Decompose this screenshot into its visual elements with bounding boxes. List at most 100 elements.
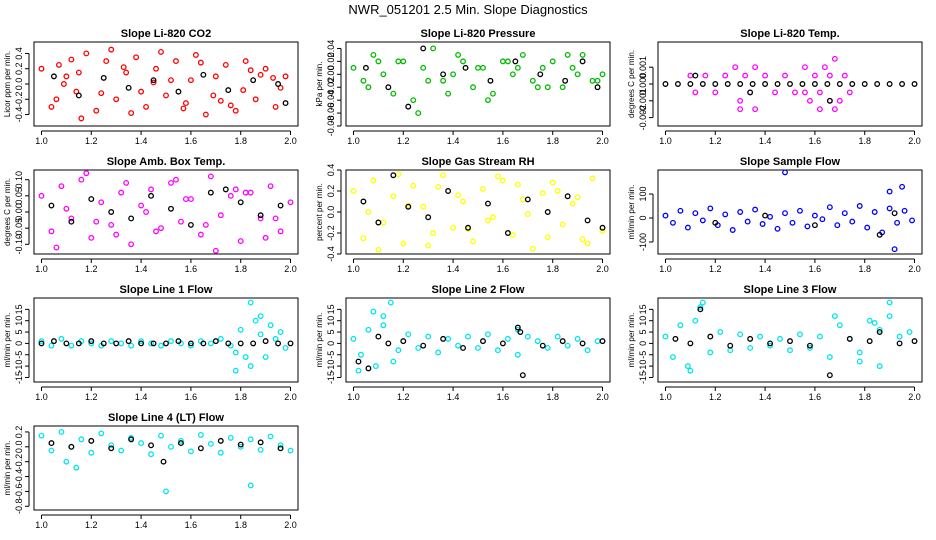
data-point [287, 199, 294, 206]
data-point [584, 347, 591, 354]
plot-frame [33, 41, 299, 127]
highlight-point [579, 58, 586, 65]
data-point [247, 436, 254, 443]
data-point [574, 194, 581, 201]
x-tick-label: 1.6 [809, 392, 822, 402]
highlight-point [405, 203, 412, 210]
y-tick-label: -0.08 [326, 116, 336, 137]
data-point [699, 299, 706, 306]
highlight-point [177, 440, 184, 447]
data-point [63, 73, 70, 80]
data-point [120, 64, 127, 71]
x-tick-label: 2.0 [908, 264, 921, 274]
highlight-point [787, 338, 793, 345]
data-point [55, 61, 62, 68]
series-group [350, 171, 606, 253]
highlight-point [806, 342, 813, 349]
x-tick-label: 1.8 [858, 392, 871, 402]
data-point [559, 84, 566, 91]
series-group [38, 338, 294, 347]
highlight-point [517, 329, 524, 336]
data-point [88, 234, 95, 241]
data-point [722, 211, 729, 218]
data-point [370, 177, 377, 184]
data-point [425, 77, 432, 84]
data-point [504, 335, 511, 342]
data-point [410, 182, 417, 189]
data-point [75, 69, 82, 76]
data-point [752, 64, 759, 71]
series-group [350, 45, 606, 117]
data-point [390, 193, 397, 200]
y-tick-label: -0.2 [14, 454, 24, 470]
data-point [702, 72, 709, 79]
x-tick-label: 1.0 [35, 520, 48, 530]
highlight-point [250, 340, 257, 347]
data-point [148, 340, 155, 347]
x-tick-label: 2.0 [596, 264, 609, 274]
data-point [544, 84, 551, 91]
data-point [355, 367, 362, 374]
highlight-point [100, 74, 107, 81]
x-tick-label: 1.2 [397, 136, 410, 146]
chart-title: Slope Li-820 CO2 [121, 28, 211, 40]
y-tick-label: -0.4 [14, 469, 24, 485]
data-point [123, 179, 130, 186]
y-tick-label: 0.0 [14, 441, 24, 454]
data-point [93, 107, 100, 114]
data-point [257, 331, 264, 338]
data-point [257, 215, 264, 222]
y-tick-label: -100 [638, 233, 648, 251]
y-tick-label: 0.2 [14, 426, 24, 439]
data-point [450, 71, 457, 78]
data-point [78, 176, 85, 183]
data-point [826, 204, 833, 211]
x-tick-label: 1.6 [497, 136, 510, 146]
data-point [430, 45, 437, 52]
data-point [48, 342, 55, 349]
data-point [227, 192, 234, 199]
data-point [509, 232, 516, 239]
x-tick-label: 1.6 [185, 392, 198, 402]
x-tick-label: 1.6 [809, 136, 822, 146]
y-tick-label: 0.10 [14, 171, 24, 189]
data-point [554, 333, 561, 340]
data-point [909, 217, 915, 224]
data-point [797, 331, 803, 338]
y-axis-label: degrees C per min. [627, 50, 636, 118]
plot-frame [657, 41, 923, 127]
highlight-point [262, 338, 269, 345]
highlight-point [564, 193, 571, 200]
data-point [901, 207, 908, 214]
data-point [247, 363, 254, 370]
data-point [232, 186, 239, 193]
highlight-point [108, 445, 115, 452]
data-point [460, 58, 467, 65]
data-point [564, 51, 571, 58]
data-point [415, 344, 422, 351]
highlight-point [846, 335, 853, 342]
highlight-point [866, 338, 873, 345]
data-point [267, 322, 274, 329]
highlight-point [48, 440, 55, 447]
data-point [836, 97, 843, 104]
y-tick-label: 0.2 [326, 185, 336, 198]
data-point [599, 71, 606, 78]
data-point [38, 338, 45, 345]
data-point [158, 432, 164, 439]
data-point [430, 230, 437, 236]
data-point [737, 331, 744, 338]
data-point [544, 234, 551, 241]
highlight-point [125, 84, 132, 91]
data-point [747, 344, 754, 351]
chart-panel: Slope Gas Stream RH percent per min. 1.0 1.… [315, 156, 611, 274]
highlight-point [861, 81, 868, 87]
data-point [826, 72, 833, 79]
x-tick-label: 1.2 [709, 392, 722, 402]
y-tick-label: -5 [326, 351, 336, 359]
y-tick-label: 15 [14, 304, 24, 314]
data-point [415, 110, 422, 117]
data-point [207, 440, 214, 447]
data-point [737, 209, 744, 215]
data-point [589, 77, 596, 84]
